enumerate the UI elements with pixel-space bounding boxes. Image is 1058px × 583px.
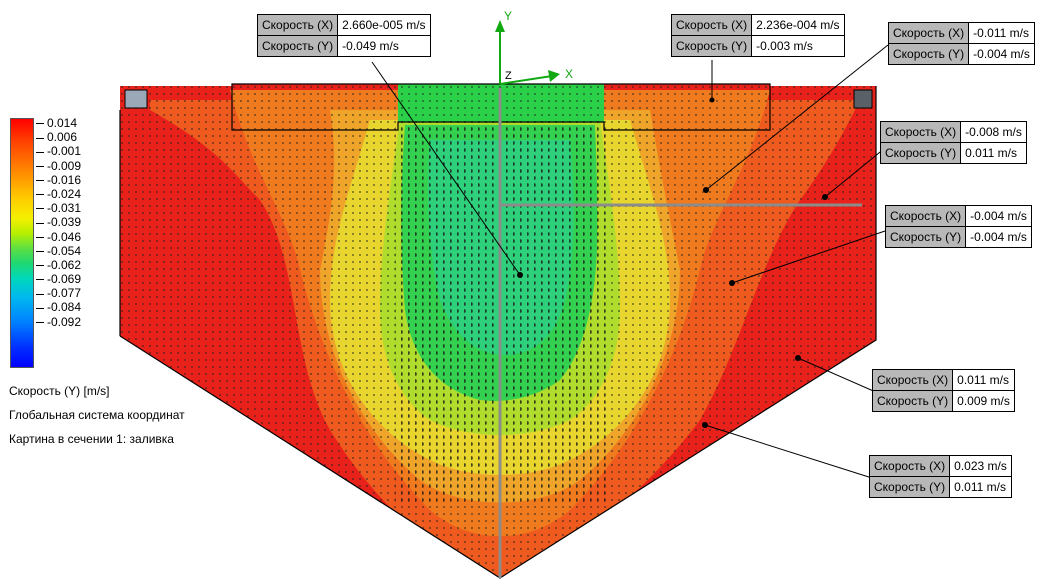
probe-key: Скорость (X)	[671, 14, 753, 36]
legend-tick: -0.092	[36, 315, 96, 329]
legend-tick: -0.069	[36, 272, 96, 286]
probe-value: 0.011 m/s	[953, 369, 1015, 391]
probe-value: -0.011 m/s	[969, 22, 1035, 44]
probe-leaders	[371, 44, 889, 479]
legend-tick: -0.077	[36, 286, 96, 300]
probe-value: -0.049 m/s	[338, 36, 431, 57]
legend-tick: -0.024	[36, 187, 96, 201]
probe-callout[interactable]: Скорость (X) 0.011 m/s Скорость (Y) 0.00…	[872, 369, 1015, 412]
probe-value: 0.011 m/s	[961, 143, 1027, 164]
legend-tick: -0.046	[36, 230, 96, 244]
probe-callout[interactable]: Скорость (X) 0.023 m/s Скорость (Y) 0.01…	[869, 455, 1012, 498]
probe-key: Скорость (Y)	[880, 143, 962, 164]
legend-tick: -0.001	[36, 144, 96, 158]
probe-key: Скорость (Y)	[872, 391, 954, 412]
section-label: Картина в сечении 1: заливка	[9, 432, 174, 446]
probe-value: -0.003 m/s	[752, 36, 845, 57]
right-block	[853, 89, 873, 109]
probe-callout[interactable]: Скорость (X) -0.008 m/s Скорость (Y) 0.0…	[880, 121, 1027, 164]
axis-z-label: Z	[505, 70, 512, 82]
legend-tick: -0.009	[36, 159, 96, 173]
axis-triad: Y X Z	[495, 9, 573, 85]
probe-key: Скорость (X)	[872, 369, 954, 391]
legend-tick: 0.006	[36, 130, 96, 144]
probe-value: -0.004 m/s	[969, 44, 1035, 65]
legend-colorbar	[10, 118, 34, 368]
left-block	[124, 89, 148, 109]
legend-tick: -0.084	[36, 300, 96, 314]
probe-callout[interactable]: Скорость (X) 2.236e-004 m/s Скорость (Y)…	[671, 14, 845, 57]
coord-system-label: Глобальная система координат	[9, 408, 185, 422]
probe-key: Скорость (X)	[880, 121, 962, 143]
probe-key: Скорость (X)	[888, 22, 970, 44]
probe-value: -0.004 m/s	[966, 227, 1032, 248]
probe-key: Скорость (X)	[885, 205, 967, 227]
probe-key: Скорость (Y)	[888, 44, 970, 65]
axis-x-label: X	[565, 67, 573, 81]
probe-value: 0.023 m/s	[950, 455, 1012, 477]
probe-key: Скорость (Y)	[885, 227, 967, 248]
legend-tick: -0.031	[36, 201, 96, 215]
probe-key: Скорость (Y)	[257, 36, 339, 57]
probe-value: 0.009 m/s	[953, 391, 1015, 412]
probe-value: 2.660e-005 m/s	[338, 14, 431, 36]
probe-value: -0.004 m/s	[966, 205, 1032, 227]
probe-points	[517, 97, 828, 428]
probe-value: -0.008 m/s	[961, 121, 1027, 143]
axis-y-label: Y	[504, 9, 512, 23]
legend-tick: -0.054	[36, 244, 96, 258]
probe-callout[interactable]: Скорость (X) -0.011 m/s Скорость (Y) -0.…	[888, 22, 1035, 65]
legend-tick: -0.039	[36, 215, 96, 229]
probe-key: Скорость (X)	[869, 455, 951, 477]
legend-tick: -0.062	[36, 258, 96, 272]
probe-key: Скорость (Y)	[869, 477, 951, 498]
legend-tick-list: 0.014 0.006 -0.001 -0.009 -0.016 -0.024 …	[36, 116, 96, 329]
probe-key: Скорость (Y)	[671, 36, 753, 57]
probe-key: Скорость (X)	[257, 14, 339, 36]
legend-tick: 0.014	[36, 116, 96, 130]
probe-value: 0.011 m/s	[950, 477, 1012, 498]
vessel-outline	[119, 86, 877, 579]
probe-callout[interactable]: Скорость (X) -0.004 m/s Скорость (Y) -0.…	[885, 205, 1032, 248]
probe-value: 2.236e-004 m/s	[752, 14, 845, 36]
probe-callout[interactable]: Скорость (X) 2.660e-005 m/s Скорость (Y)…	[257, 14, 431, 57]
legend-tick: -0.016	[36, 173, 96, 187]
inlet-outline	[231, 83, 771, 131]
legend-title: Скорость (Y) [m/s]	[9, 384, 110, 398]
